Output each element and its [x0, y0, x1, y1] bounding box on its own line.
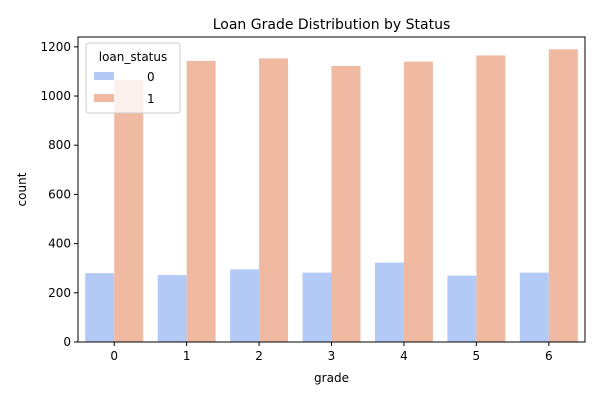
- legend-title: loan_status: [99, 50, 168, 64]
- y-tick-label: 400: [48, 237, 71, 251]
- legend-label-1: 1: [147, 92, 155, 106]
- plot-frame: [77, 36, 586, 343]
- y-tick-label: 1000: [40, 89, 71, 103]
- bar-status-1-grade-3: [331, 66, 361, 343]
- x-tick-label: 6: [545, 349, 553, 363]
- y-tick-label: 800: [48, 138, 71, 152]
- x-tick-label: 5: [473, 349, 481, 363]
- x-tick-label: 4: [400, 349, 408, 363]
- bar-status-0-grade-4: [374, 262, 404, 342]
- y-tick-label: 600: [48, 187, 71, 201]
- chart-title: Loan Grade Distribution by Status: [213, 17, 451, 33]
- bar-status-1-grade-4: [403, 61, 433, 342]
- bar-status-1-grade-5: [476, 55, 506, 342]
- legend-label-0: 0: [147, 70, 155, 84]
- x-axis-label: grade: [314, 371, 349, 385]
- bar-status-0-grade-5: [447, 275, 477, 342]
- bars-group: [85, 49, 578, 343]
- bar-status-1-grade-6: [548, 49, 578, 343]
- y-tick-label: 1200: [40, 40, 71, 54]
- bar-status-0-grade-6: [519, 272, 549, 342]
- bar-status-0-grade-2: [230, 269, 260, 342]
- x-tick-label: 0: [110, 349, 118, 363]
- bar-status-1-grade-1: [186, 60, 216, 343]
- x-tick-label: 1: [183, 349, 191, 363]
- y-tick-label: 0: [63, 335, 71, 349]
- y-tick-label: 200: [48, 286, 71, 300]
- legend-swatch-1: [94, 94, 114, 102]
- legend-swatch-0: [94, 72, 114, 80]
- legend: loan_status 0 1: [85, 42, 181, 114]
- y-axis-label: count: [15, 172, 29, 206]
- bar-status-0-grade-3: [302, 272, 332, 342]
- y-axis-ticks: 0 200 400 600 800 1000 1200: [40, 40, 78, 349]
- x-axis-ticks: 0 1 2 3 4 5 6: [110, 342, 553, 363]
- x-tick-label: 3: [328, 349, 336, 363]
- bar-status-1-grade-2: [259, 58, 289, 343]
- bar-status-0-grade-1: [157, 275, 187, 342]
- bar-status-1-grade-0: [114, 80, 144, 342]
- bar-status-0-grade-0: [85, 273, 115, 342]
- x-tick-label: 2: [255, 349, 263, 363]
